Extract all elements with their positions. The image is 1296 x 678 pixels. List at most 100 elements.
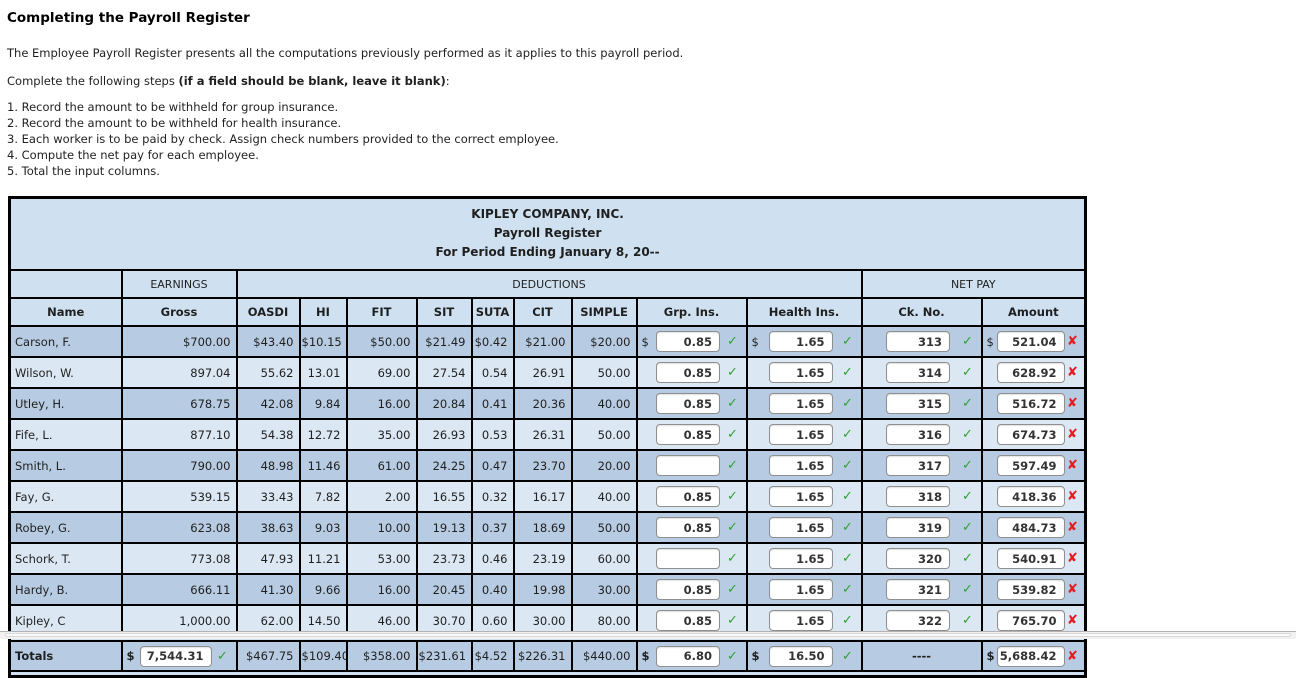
totals-row: Totals$✓$467.75$109.40$358.00$231.61$4.5…: [8, 640, 1087, 672]
static-value: 790.00: [120, 449, 238, 482]
employee-name: Wilson, W.: [8, 356, 123, 389]
grp-ins-row-4-input[interactable]: [656, 424, 720, 445]
grp-ins-row-2-cell: ✓: [635, 356, 748, 389]
total-gross-input[interactable]: [139, 645, 212, 667]
ck-no-row-1-input[interactable]: [886, 331, 950, 352]
health-ins-row-8-input[interactable]: [768, 548, 833, 569]
ck-no-row-1-cell: ✓: [860, 325, 983, 358]
static-value: 0.53: [470, 418, 515, 451]
steps-list: 1. Record the amount to be withheld for …: [7, 99, 1296, 179]
static-value: 20.84: [415, 387, 473, 420]
grp-ins-row-6-input[interactable]: [656, 486, 720, 507]
net-amount-row-6-input[interactable]: [996, 486, 1065, 507]
health-ins-row-5-input[interactable]: [768, 455, 833, 476]
net-amount-row-7-cell: ✘: [980, 511, 1087, 544]
steps-intro-suffix: :: [445, 74, 450, 88]
static-value: 12.72: [298, 418, 348, 451]
correct-icon: ✓: [842, 648, 853, 664]
correct-icon: ✓: [727, 613, 738, 628]
horizontal-scrollbar[interactable]: [0, 631, 1296, 639]
static-value: 20.45: [415, 573, 473, 606]
correct-icon: ✓: [727, 334, 738, 349]
correct-icon: ✓: [727, 520, 738, 535]
ck-no-row-10-input[interactable]: [886, 610, 950, 631]
net-amount-row-1-input[interactable]: [996, 331, 1065, 352]
health-ins-row-7-input[interactable]: [768, 517, 833, 538]
health-ins-row-4-input[interactable]: [768, 424, 833, 445]
net-amount-row-2-cell: ✘: [980, 356, 1087, 389]
health-ins-row-4-cell: ✓: [745, 418, 863, 451]
employee-row: Utley, H. 678.75 42.08 9.84 16.00 20.84 0.41 20…: [8, 387, 1087, 420]
health-ins-row-6-input[interactable]: [768, 486, 833, 507]
net-amount-row-7-input[interactable]: [996, 517, 1065, 538]
net-amount-row-8-input[interactable]: [996, 548, 1065, 569]
col-header-fit: FIT: [345, 297, 418, 327]
net-amount-row-4-cell: ✘: [980, 418, 1087, 451]
total-grp-ins-cell: $✓: [635, 640, 748, 672]
net-amount-row-2-input[interactable]: [996, 362, 1065, 383]
static-value: 23.19: [512, 542, 573, 575]
static-value: 69.00: [345, 356, 418, 389]
col-header-name: Name: [8, 297, 123, 327]
net-amount-row-9-input[interactable]: [996, 579, 1065, 600]
incorrect-icon: ✘: [1067, 613, 1078, 628]
static-value: 13.01: [298, 356, 348, 389]
grp-ins-row-5-input[interactable]: [656, 455, 720, 476]
static-value: 50.00: [570, 418, 638, 451]
static-value: 623.08: [120, 511, 238, 544]
net-amount-row-5-input[interactable]: [996, 455, 1065, 476]
health-ins-row-1-input[interactable]: [768, 331, 833, 352]
ck-no-row-4-input[interactable]: [886, 424, 950, 445]
static-value: 877.10: [120, 418, 238, 451]
static-value: 20.36: [512, 387, 573, 420]
ck-no-row-6-input[interactable]: [886, 486, 950, 507]
grp-ins-row-8-input[interactable]: [656, 548, 720, 569]
grp-ins-row-3-input[interactable]: [656, 393, 720, 414]
ck-no-row-8-input[interactable]: [886, 548, 950, 569]
health-ins-row-2-input[interactable]: [768, 362, 833, 383]
correct-icon: ✓: [962, 396, 973, 411]
total-net-amount-input[interactable]: [996, 645, 1065, 667]
net-amount-row-4-input[interactable]: [996, 424, 1065, 445]
total-health-ins-input[interactable]: [768, 645, 833, 667]
static-value: 42.08: [235, 387, 301, 420]
static-value: $10.15: [298, 325, 348, 358]
grp-ins-row-7-cell: ✓: [635, 511, 748, 544]
net-amount-row-3-input[interactable]: [996, 393, 1065, 414]
register-title-block: KIPLEY COMPANY, INC. Payroll Register Fo…: [8, 196, 1087, 271]
health-ins-row-9-input[interactable]: [768, 579, 833, 600]
ck-no-row-3-input[interactable]: [886, 393, 950, 414]
grp-ins-row-1-input[interactable]: [656, 331, 720, 352]
grp-ins-row-7-input[interactable]: [656, 517, 720, 538]
col-header-oasdi: OASDI: [235, 297, 301, 327]
col-header-suta: SUTA: [470, 297, 515, 327]
scrollbar-thumb[interactable]: [5, 633, 1291, 637]
health-ins-row-1-cell: $✓: [745, 325, 863, 358]
ck-no-row-9-input[interactable]: [886, 579, 950, 600]
total-static-value: $226.31: [512, 640, 573, 672]
net-amount-row-10-input[interactable]: [996, 610, 1065, 631]
grp-ins-row-4-cell: ✓: [635, 418, 748, 451]
health-ins-row-7-cell: ✓: [745, 511, 863, 544]
correct-icon: ✓: [727, 551, 738, 566]
static-value: 60.00: [570, 542, 638, 575]
correct-icon: ✓: [727, 427, 738, 442]
ck-no-row-5-input[interactable]: [886, 455, 950, 476]
ck-no-row-5-cell: ✓: [860, 449, 983, 482]
total-static-value: $358.00: [345, 640, 418, 672]
static-value: 55.62: [235, 356, 301, 389]
health-ins-row-10-input[interactable]: [768, 610, 833, 631]
ck-no-row-7-input[interactable]: [886, 517, 950, 538]
grp-ins-row-2-input[interactable]: [656, 362, 720, 383]
ck-no-row-2-input[interactable]: [886, 362, 950, 383]
grp-ins-row-9-input[interactable]: [656, 579, 720, 600]
grp-ins-row-10-input[interactable]: [656, 610, 720, 631]
health-ins-row-3-input[interactable]: [768, 393, 833, 414]
col-header-sit: SIT: [415, 297, 473, 327]
step-item: 1. Record the amount to be withheld for …: [7, 100, 339, 114]
employee-row: Wilson, W. 897.04 55.62 13.01 69.00 27.54 0.54…: [8, 356, 1087, 389]
total-grp-ins-input[interactable]: [656, 645, 720, 667]
incorrect-icon: ✘: [1067, 427, 1078, 442]
static-value: 30.00: [570, 573, 638, 606]
